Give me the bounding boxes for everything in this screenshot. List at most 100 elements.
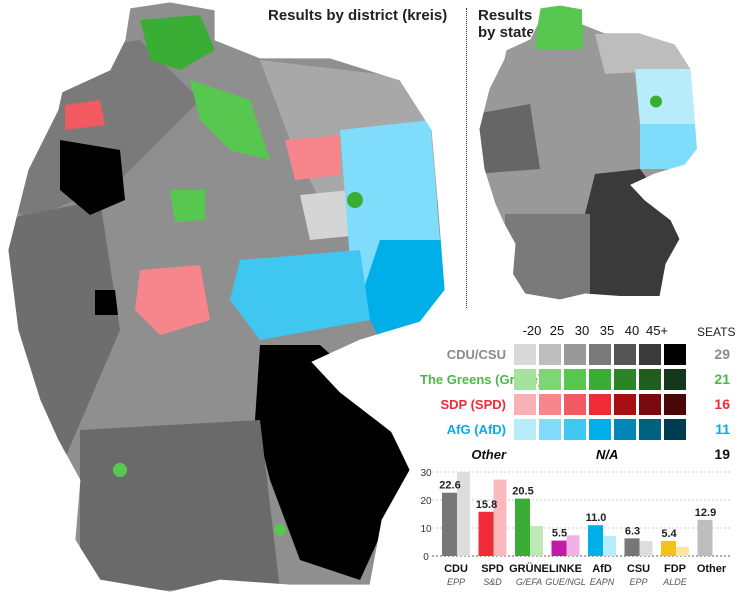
district-green-hamburg <box>190 80 270 160</box>
legend-swatch <box>514 343 536 365</box>
y-tick-label: 20 <box>420 496 432 507</box>
bar-current <box>442 492 457 556</box>
state-map-title-line1: Results <box>478 7 533 24</box>
data-label: 12.9 <box>695 507 716 519</box>
bar-chart: 0 10 20 30 22.6 CDU EPP 15.8 SPD S&D 20.5 GRÜNE G/EF… <box>420 468 730 587</box>
district-black-west <box>60 140 125 215</box>
bar-previous <box>676 546 689 556</box>
legend-swatch <box>589 418 611 440</box>
bar-current <box>551 540 567 556</box>
legend-seats: 21 <box>714 371 730 387</box>
legend-seats: 11 <box>715 421 730 437</box>
legend-swatch <box>614 368 636 390</box>
bar-previous <box>603 536 616 556</box>
data-label: 22.6 <box>439 480 460 492</box>
bar-previous <box>566 535 580 556</box>
x-tick-label: Other <box>697 563 727 575</box>
legend-swatch <box>664 368 686 390</box>
district-black-small <box>95 290 118 315</box>
legend-party-name: The Greens (Grüne) <box>420 371 543 387</box>
legend-swatch <box>564 343 586 365</box>
legend-swatch <box>589 393 611 415</box>
legend-swatch <box>589 368 611 390</box>
legend-bin: 25 <box>549 323 565 338</box>
group-label: EPP <box>629 577 647 587</box>
data-label: 11.0 <box>586 512 607 524</box>
legend-swatch <box>564 368 586 390</box>
district-green-north <box>140 15 215 70</box>
state-saxony <box>640 124 698 169</box>
legend-swatch <box>664 418 686 440</box>
data-label: 20.5 <box>512 486 533 498</box>
legend-row-other: Other N/A 19 <box>420 442 744 466</box>
bar-previous <box>457 472 470 556</box>
legend-row: The Greens (Grüne) 21 <box>420 367 744 391</box>
group-label: EPP <box>447 577 465 587</box>
legend-swatch <box>539 393 561 415</box>
legend-bin: -20 <box>522 323 542 338</box>
state-brandenburg <box>635 69 695 124</box>
district-green-center <box>170 190 205 222</box>
district-region-southwest <box>80 420 280 590</box>
x-tick-label: FDP <box>664 563 686 575</box>
state-nrw <box>479 104 540 174</box>
legend-swatch <box>614 418 636 440</box>
seats-header: SEATS <box>697 325 736 339</box>
legend-bin: 35 <box>599 323 615 338</box>
legend-swatch <box>539 368 561 390</box>
group-label: EAPN <box>590 577 615 587</box>
legend-seats: 16 <box>714 396 730 412</box>
legend-party-name: CDU/CSU <box>446 346 506 362</box>
legend-swatch <box>589 343 611 365</box>
state-mecklenburg <box>595 34 695 74</box>
bar-current <box>624 538 640 556</box>
legend-swatch <box>639 368 661 390</box>
district-map <box>7 1 446 593</box>
legend-swatch <box>539 418 561 440</box>
legend-bin: 40 <box>624 323 640 338</box>
bar-previous <box>530 526 543 556</box>
legend-bin: 30 <box>574 323 590 338</box>
x-tick-label: AfD <box>592 563 612 575</box>
group-label: S&D <box>483 577 502 587</box>
legend-swatch <box>539 343 561 365</box>
district-green-spot <box>274 524 286 536</box>
group-label: G/EFA <box>516 577 542 587</box>
legend-swatch <box>639 418 661 440</box>
bar-current <box>697 519 713 556</box>
data-label: 5.5 <box>552 528 567 540</box>
group-label: GUE/NGL <box>545 577 586 587</box>
legend-swatch <box>514 418 536 440</box>
divider <box>466 8 467 308</box>
legend-row: SDP (SPD) 16 <box>420 392 744 416</box>
district-spd-coast <box>65 100 105 130</box>
bar-current <box>478 511 494 556</box>
legend-swatch <box>614 393 636 415</box>
state-map <box>478 4 698 301</box>
legend-swatch <box>639 343 661 365</box>
x-tick-label: CSU <box>627 563 650 575</box>
bar-previous <box>639 541 653 556</box>
legend-bin: 45+ <box>645 323 669 338</box>
legend-party-name: SDP (SPD) <box>440 396 507 412</box>
legend-row: CDU/CSU 29 <box>420 342 744 366</box>
y-tick-label: 0 <box>423 552 429 563</box>
legend-swatch <box>514 393 536 415</box>
district-green-spot <box>113 463 127 477</box>
legend-seats: 29 <box>714 346 730 362</box>
bar-current <box>661 540 676 556</box>
y-tick-label: 30 <box>420 468 432 479</box>
legend-swatch <box>564 418 586 440</box>
x-tick-label: GRÜNE <box>509 562 549 575</box>
bar-previous <box>493 479 507 556</box>
state-map-title-line2: by state <box>478 24 535 41</box>
state-schleswig-holstein <box>535 5 585 49</box>
district-map-title: Results by district (kreis) <box>268 7 448 24</box>
legend-swatch <box>664 343 686 365</box>
data-label: 15.8 <box>476 499 497 511</box>
y-tick-label: 10 <box>420 524 432 535</box>
district-afd-saxony <box>360 240 445 340</box>
district-green-berlin <box>347 192 363 208</box>
x-tick-label: CDU <box>444 563 468 575</box>
group-label: ALDE <box>662 577 688 587</box>
